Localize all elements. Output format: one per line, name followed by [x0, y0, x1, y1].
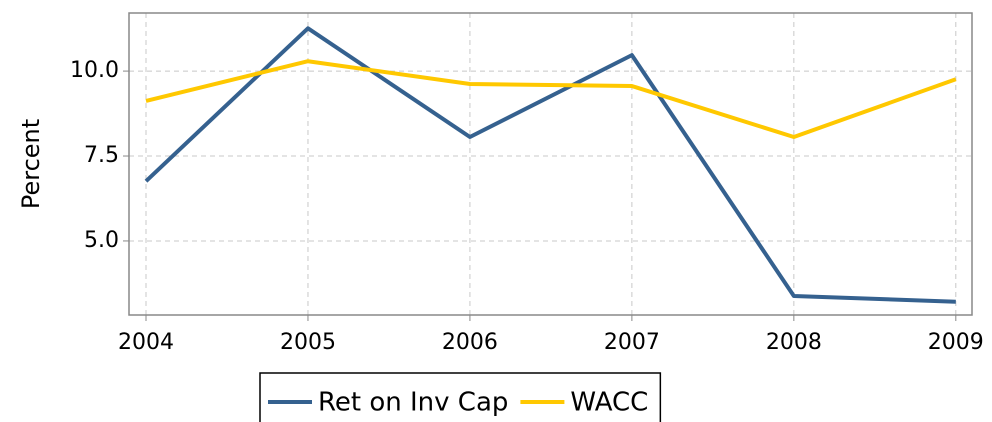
y-tick-label: 10.0 — [70, 58, 119, 83]
series-line — [145, 59, 957, 139]
x-tick-label: 2006 — [442, 330, 498, 355]
legend-box — [259, 372, 662, 422]
series-line — [144, 26, 956, 304]
x-tick-label: 2009 — [928, 330, 984, 355]
legend-label: WACC — [570, 388, 648, 418]
y-axis-label: Percent — [17, 119, 45, 209]
plot-frame — [128, 12, 973, 316]
legend: Ret on Inv Cap WACC — [259, 372, 662, 422]
x-tick-label: 2007 — [604, 330, 660, 355]
y-tick-label: 7.5 — [84, 143, 119, 168]
x-tick-label: 2008 — [766, 330, 822, 355]
legend-label: Ret on Inv Cap — [318, 388, 508, 418]
x-tick-label: 2005 — [280, 330, 336, 355]
y-tick-label: 5.0 — [84, 228, 119, 253]
x-tick-label: 2004 — [118, 330, 174, 355]
